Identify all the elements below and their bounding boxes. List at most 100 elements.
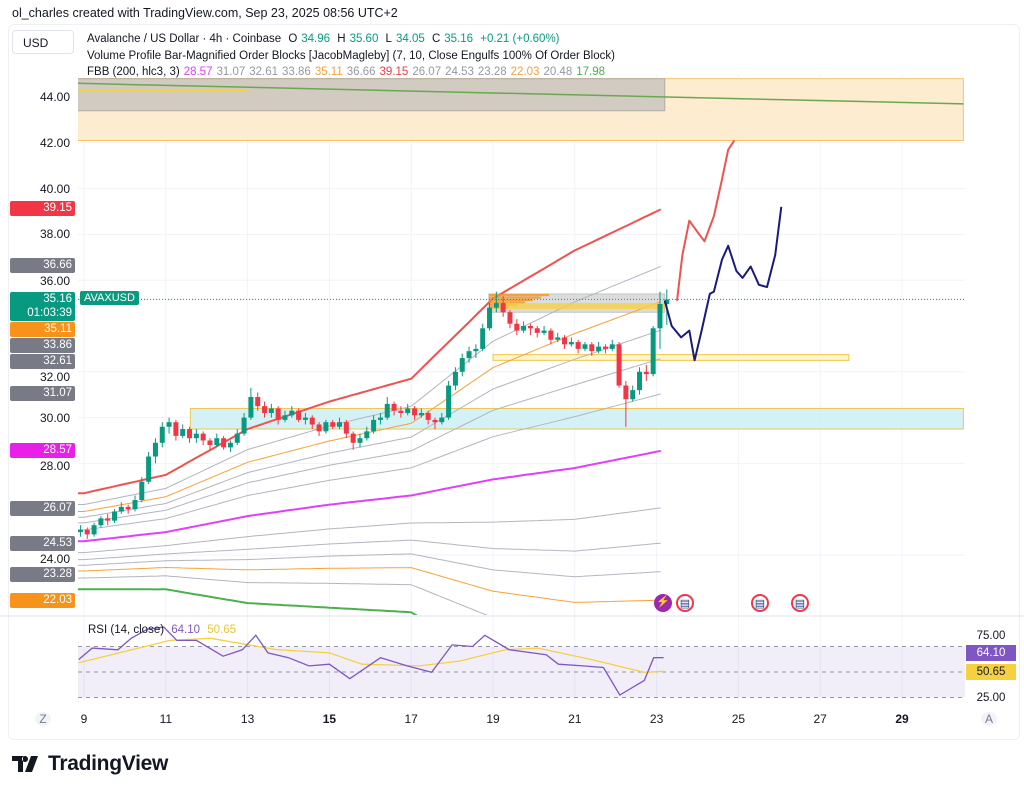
candle-up [132,500,138,510]
price-axis-label: 30.00 [39,410,70,425]
candle-down [412,408,418,416]
fbb-value: 20.48 [543,66,573,78]
candle-up [248,396,254,418]
fbb-value: 23.28 [477,66,507,78]
fbb-value: 31.07 [216,66,246,78]
candle-down [255,396,261,407]
price-tag: 33.86 [10,338,75,353]
price-change: +0.21 (+0.60%) [480,33,560,45]
fbb-value: 32.61 [249,66,279,78]
time-axis-label: 17 [404,712,418,726]
candle-down [398,410,404,414]
demand-zone [189,407,964,430]
candle-down [616,344,622,386]
us-flag-event-icon[interactable]: ▤ [791,594,809,612]
candle-up [371,419,377,432]
candle-up [459,358,465,372]
candle-up [568,342,574,345]
candle-up [118,506,124,512]
candle-down [262,406,268,414]
candle-up [302,417,308,420]
candle-up [609,344,615,349]
rsi-ma-tag: 50.65 [966,664,1016,680]
price-axis-label: 28.00 [39,459,70,474]
price-axis-label: 40.00 [39,181,70,196]
candle-up [473,348,479,352]
fbb-value: 39.15 [379,66,409,78]
time-axis-label: 23 [649,712,664,726]
candle-up [139,481,145,501]
fbb-band-line [78,553,661,578]
candle-down [548,330,554,340]
candle-down [562,337,568,345]
price-tag: 23.28 [10,566,75,582]
candle-down [514,323,520,331]
legend-fbb[interactable]: FBB (200, hlc3, 3) 28.57 31.07 32.61 33.86 35… [87,66,613,78]
legend-rsi[interactable]: RSI (14, close) 64.10 50.65 [88,624,240,636]
projection-path-blue [663,206,783,362]
price-tag: 36.66 [10,258,75,274]
auto-scale-button[interactable]: A [981,712,997,726]
volume-profile-bar [488,301,525,304]
legend-volume-profile[interactable]: Volume Profile Bar-Magnified Order Block… [87,50,615,62]
candle-down [200,433,206,441]
candle-down [643,371,649,375]
ohlc-low: L 34.05 [385,33,425,45]
candle-down [343,422,349,434]
rsi-title: RSI (14, close) [88,624,165,636]
brand-name: TradingView [48,752,169,775]
candle-up [664,299,670,305]
zoom-toggle-button[interactable]: Z [35,712,51,726]
symbol-label: AVAXUSD [80,291,139,305]
price-tag: 39.15 [10,201,75,217]
fbb-band-line [78,358,661,524]
bar-countdown: 01:03:39 [27,307,72,319]
volume-profile-poc [493,303,665,310]
candle-down [391,403,397,411]
candle-up [152,442,158,457]
volume-profile-bar [488,298,533,302]
candle-up [234,433,240,443]
candle-down [500,303,506,313]
fbb-title: FBB (200, hlc3, 3) [87,66,180,78]
tradingview-logo[interactable]: TradingView [12,752,168,776]
ohlc-close: C 35.16 [431,33,474,45]
candle-down [221,438,227,448]
ohlc-open: O 34.96 [288,33,331,45]
candle-up [112,511,118,521]
candle-up [480,328,486,349]
price-axis-label: 38.00 [39,227,70,242]
fbb-band-line [78,329,661,518]
fbb-value: 17.98 [576,66,605,78]
fbb-band-line [78,575,488,615]
candle-up [541,330,547,333]
candle-down [207,440,213,446]
currency-button[interactable]: USD [12,30,74,54]
us-flag-event-icon[interactable]: ▤ [751,594,769,612]
candle-up [193,433,199,439]
fbb-band-line [78,208,662,495]
candle-up [289,410,295,416]
candle-up [521,326,527,331]
candle-up [439,417,445,423]
lightning-event-icon[interactable]: ⚡ [654,594,672,612]
candle-down [275,408,281,420]
candle-down [125,506,131,510]
candle-down [330,422,336,427]
price-axis-label: 44.00 [39,90,70,104]
rsi-level-25: 25.00 [976,692,1006,702]
fbb-band-line [78,588,418,615]
candle-up [214,438,220,446]
fbb-value: 22.03 [510,66,540,78]
fbb-band-line [78,301,661,512]
candle-up [466,351,472,359]
us-flag-event-icon[interactable]: ▤ [676,594,694,612]
ohlc-high: H 35.60 [337,33,379,45]
price-tag: 28.57 [10,443,75,459]
projection-path-red [676,139,736,301]
fbb-band-line [78,393,661,531]
fbb-value: 35.11 [314,66,343,78]
candle-down [350,433,356,443]
candle-down [84,529,90,535]
